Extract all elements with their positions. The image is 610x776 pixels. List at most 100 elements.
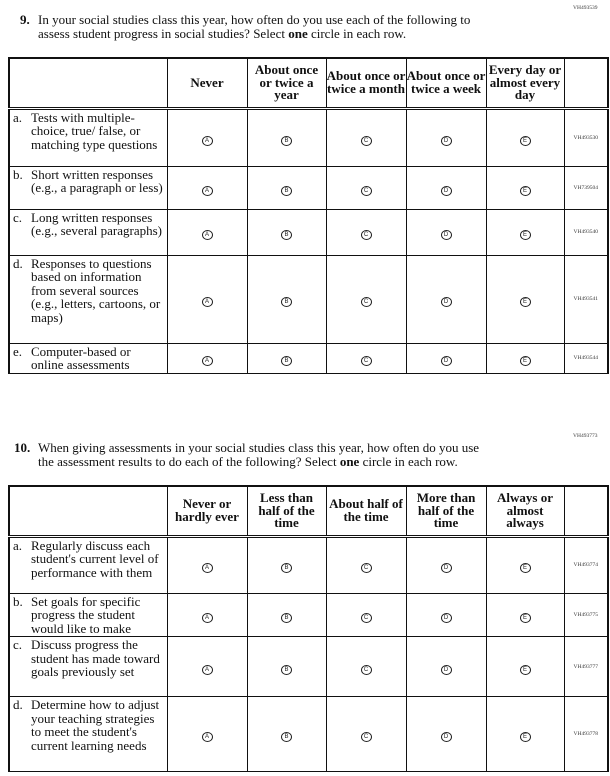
response-cell: D — [405, 696, 487, 772]
response-bubble-e[interactable]: E — [519, 297, 531, 307]
response-bubble-c[interactable]: C — [360, 185, 372, 196]
response-cell: A — [166, 342, 248, 374]
response-bubble-a[interactable]: A — [201, 664, 213, 675]
response-bubble-e[interactable]: E — [519, 356, 531, 366]
response-bubble-b[interactable]: B — [281, 563, 292, 573]
row-letter: b. — [13, 166, 23, 182]
response-bubble-a[interactable]: A — [201, 732, 213, 742]
column-header: Less than half of the time — [246, 485, 327, 538]
question-10-grid: Never or hardly ever Less than half of th… — [8, 485, 609, 772]
row-text: Computer-based or online assessments — [31, 343, 131, 372]
response-bubble-c[interactable]: C — [360, 297, 372, 307]
response-bubble-e[interactable]: E — [519, 732, 531, 742]
response-bubble-a[interactable]: A — [201, 356, 213, 366]
response-bubble-b[interactable]: B — [281, 135, 292, 146]
response-cell: B — [246, 165, 327, 210]
question-code: VH493539 — [573, 5, 598, 11]
response-cell: E — [485, 165, 565, 210]
column-header: Never or hardly ever — [166, 485, 248, 538]
response-cell: B — [246, 254, 327, 344]
response-cell: C — [325, 592, 407, 637]
response-cell: E — [485, 254, 565, 344]
response-cell: B — [246, 342, 327, 374]
response-bubble-c[interactable]: C — [360, 135, 372, 146]
response-bubble-b[interactable]: B — [281, 664, 292, 675]
response-bubble-c[interactable]: C — [360, 612, 372, 623]
response-bubble-e[interactable]: E — [519, 230, 531, 240]
column-header: About half of the time — [325, 485, 407, 538]
response-bubble-d[interactable]: D — [440, 185, 452, 196]
table-row: e. Computer-based or online assessments A B… — [8, 342, 609, 374]
response-cell: C — [325, 636, 407, 697]
response-bubble-d[interactable]: D — [440, 664, 452, 675]
response-bubble-e[interactable]: E — [519, 135, 531, 146]
response-bubble-b[interactable]: B — [281, 732, 292, 742]
response-bubble-a[interactable]: A — [201, 185, 213, 196]
response-bubble-a[interactable]: A — [201, 135, 213, 146]
response-bubble-a[interactable]: A — [201, 230, 213, 240]
response-cell: D — [405, 254, 487, 344]
row-letter: e. — [13, 343, 23, 359]
response-cell: C — [325, 696, 407, 772]
response-cell: D — [405, 208, 487, 256]
response-cell: C — [325, 165, 407, 210]
row-text: Determine how to adjust your teaching st… — [31, 697, 160, 753]
response-bubble-d[interactable]: D — [440, 732, 452, 742]
column-header: Every day or almost every day — [485, 57, 565, 110]
response-cell: E — [485, 592, 565, 637]
response-bubble-e[interactable]: E — [519, 612, 531, 623]
row-text: Set goals for specific progress the stud… — [31, 593, 141, 636]
row-text: Short written responses (e.g., a paragra… — [31, 166, 163, 195]
response-bubble-b[interactable]: B — [281, 612, 292, 623]
response-cell: A — [166, 208, 248, 256]
header-blank — [8, 57, 168, 110]
response-bubble-c[interactable]: C — [360, 732, 372, 742]
response-cell: C — [325, 208, 407, 256]
prompt-line: assess student progress in social studie… — [38, 25, 289, 41]
question-10-prompt: 10. When giving assessments in your socia… — [14, 441, 554, 468]
response-cell: B — [246, 107, 327, 167]
response-bubble-b[interactable]: B — [281, 230, 292, 240]
question-9-prompt: 9. In your social studies class this year… — [20, 13, 560, 40]
response-bubble-d[interactable]: D — [440, 563, 452, 573]
response-bubble-e[interactable]: E — [519, 563, 531, 573]
row-label: a. Tests with multiple-choice, true/ fals… — [8, 107, 168, 167]
item-code: VH493777 — [563, 636, 609, 697]
row-label: d. Determine how to adjust your teaching … — [8, 696, 168, 772]
response-bubble-a[interactable]: A — [201, 612, 213, 623]
row-letter: a. — [13, 109, 23, 125]
response-cell: D — [405, 592, 487, 637]
response-bubble-a[interactable]: A — [201, 297, 213, 307]
response-bubble-a[interactable]: A — [201, 563, 213, 573]
response-bubble-c[interactable]: C — [360, 230, 372, 240]
response-cell: A — [166, 535, 248, 594]
row-label: b. Short written responses (e.g., a parag… — [8, 165, 168, 210]
row-letter: b. — [13, 593, 23, 609]
row-label: c. Discuss progress the student has made … — [8, 636, 168, 697]
response-cell: C — [325, 342, 407, 374]
response-bubble-d[interactable]: D — [440, 230, 452, 240]
response-bubble-d[interactable]: D — [440, 297, 452, 307]
response-bubble-b[interactable]: B — [281, 297, 292, 307]
row-letter: c. — [13, 209, 23, 225]
response-bubble-c[interactable]: C — [360, 356, 372, 366]
response-bubble-b[interactable]: B — [281, 356, 292, 366]
table-row: c. Discuss progress the student has made … — [8, 636, 609, 697]
column-header: About once or twice a year — [246, 57, 327, 110]
table-row: a. Tests with multiple-choice, true/ fals… — [8, 107, 609, 167]
response-bubble-c[interactable]: C — [360, 664, 372, 675]
response-bubble-d[interactable]: D — [440, 356, 452, 366]
response-bubble-d[interactable]: D — [440, 135, 452, 146]
question-code: VH493773 — [573, 433, 598, 439]
response-bubble-b[interactable]: B — [281, 185, 292, 196]
response-bubble-e[interactable]: E — [519, 664, 531, 675]
prompt-emphasis: one — [288, 25, 308, 41]
row-label: c. Long written responses (e.g., several … — [8, 208, 168, 256]
row-text: Discuss progress the student has made to… — [31, 637, 160, 679]
response-cell: D — [405, 107, 487, 167]
response-bubble-c[interactable]: C — [360, 563, 372, 573]
response-bubble-e[interactable]: E — [519, 185, 531, 196]
response-bubble-d[interactable]: D — [440, 612, 452, 623]
row-letter: d. — [13, 697, 23, 712]
item-code: VH493775 — [563, 592, 609, 637]
